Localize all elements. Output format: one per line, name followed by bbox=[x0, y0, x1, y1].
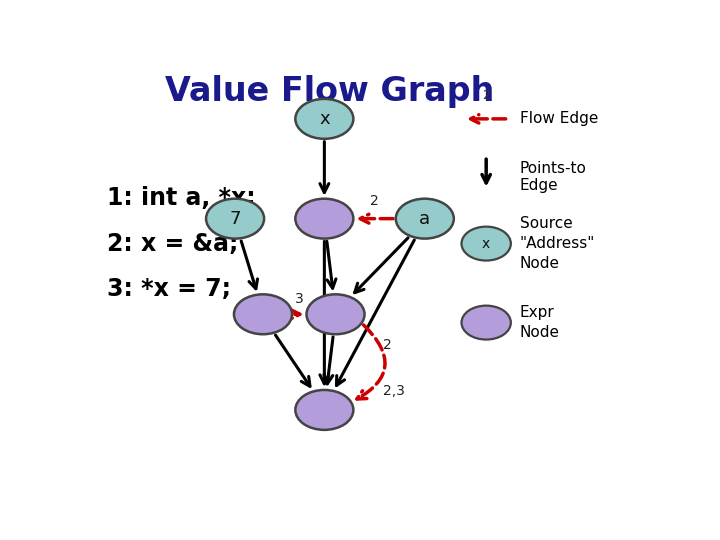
Text: 1: int a, *x;: 1: int a, *x; bbox=[107, 186, 256, 210]
Text: a: a bbox=[419, 210, 431, 228]
Text: 3: 3 bbox=[295, 292, 304, 306]
Ellipse shape bbox=[295, 99, 354, 139]
Ellipse shape bbox=[396, 199, 454, 239]
Ellipse shape bbox=[295, 390, 354, 430]
Text: Points-to: Points-to bbox=[520, 161, 587, 176]
Text: 3: *x = 7;: 3: *x = 7; bbox=[107, 278, 230, 301]
Text: Source
"Address"
Node: Source "Address" Node bbox=[520, 217, 595, 271]
Text: 7: 7 bbox=[230, 210, 240, 228]
Text: 2: x = &a;: 2: x = &a; bbox=[107, 232, 238, 255]
Text: Value Flow Graph: Value Flow Graph bbox=[166, 75, 495, 108]
Ellipse shape bbox=[307, 294, 364, 334]
Text: 2: 2 bbox=[482, 89, 490, 102]
Ellipse shape bbox=[295, 199, 354, 239]
Text: Flow Edge: Flow Edge bbox=[520, 111, 598, 126]
Text: Edge: Edge bbox=[520, 178, 558, 193]
Text: 2,3: 2,3 bbox=[383, 384, 405, 398]
Text: Expr
Node: Expr Node bbox=[520, 305, 559, 340]
Text: 2: 2 bbox=[370, 194, 379, 208]
Text: x: x bbox=[319, 110, 330, 128]
Ellipse shape bbox=[206, 199, 264, 239]
Ellipse shape bbox=[462, 306, 511, 340]
Ellipse shape bbox=[462, 227, 511, 261]
Text: 2: 2 bbox=[383, 339, 392, 353]
Text: x: x bbox=[482, 237, 490, 251]
Ellipse shape bbox=[234, 294, 292, 334]
